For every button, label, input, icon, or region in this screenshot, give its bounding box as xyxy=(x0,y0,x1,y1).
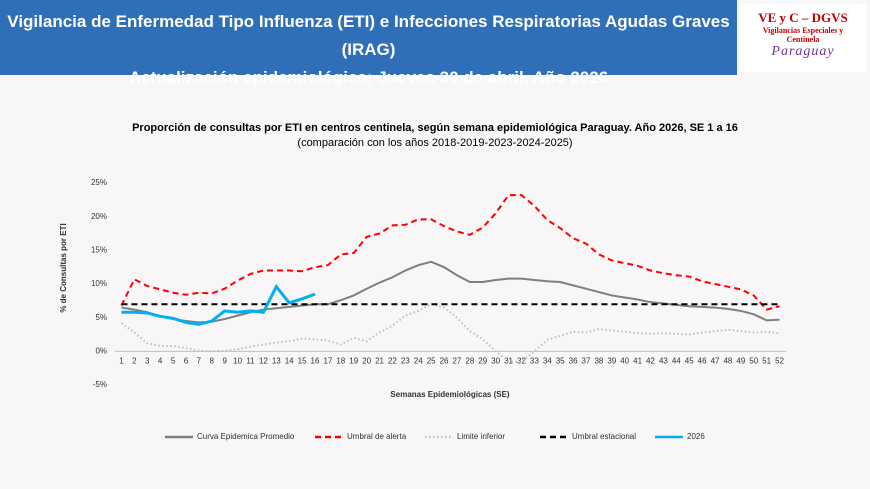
y-tick-label: -5% xyxy=(93,380,107,389)
logo-line: Centinela xyxy=(786,35,820,44)
x-tick-label: 14 xyxy=(285,356,294,365)
x-tick-label: 26 xyxy=(440,356,449,365)
x-tick-label: 13 xyxy=(272,356,281,365)
x-tick-label: 8 xyxy=(210,356,215,365)
x-tick-label: 29 xyxy=(478,356,487,365)
x-tick-label: 6 xyxy=(184,356,189,365)
legend-label: Umbral de alerta xyxy=(347,432,407,441)
x-tick-label: 44 xyxy=(672,356,681,365)
x-tick-label: 48 xyxy=(723,356,732,365)
x-tick-label: 17 xyxy=(323,356,332,365)
x-tick-label: 9 xyxy=(222,356,227,365)
x-tick-label: 37 xyxy=(582,356,591,365)
series-line xyxy=(120,194,780,311)
x-tick-label: 5 xyxy=(171,356,176,365)
x-tick-label: 11 xyxy=(246,356,255,365)
x-tick-label: 20 xyxy=(362,356,371,365)
x-tick-label: 27 xyxy=(452,356,461,365)
x-tick-label: 39 xyxy=(607,356,616,365)
legend-label: 2026 xyxy=(687,432,705,441)
x-tick-label: 42 xyxy=(646,356,655,365)
x-tick-label: 7 xyxy=(197,356,202,365)
series-line xyxy=(121,283,316,326)
x-axis-title: Semanas Epidemiológicas (SE) xyxy=(390,390,509,399)
logo-name: VE y C – DGVS xyxy=(758,10,848,25)
x-tick-label: 1 xyxy=(119,356,124,365)
y-tick-label: 0% xyxy=(95,346,107,355)
y-axis-title: % de Consultas por ETI xyxy=(59,223,68,312)
header-title: Vigilancia de Enfermedad Tipo Influenza … xyxy=(7,12,730,59)
x-tick-label: 12 xyxy=(259,356,268,365)
chart-title: Proporción de consultas por ETI en centr… xyxy=(132,122,738,134)
x-tick-label: 24 xyxy=(414,356,423,365)
x-tick-label: 50 xyxy=(749,356,758,365)
x-tick-label: 2 xyxy=(132,356,137,365)
x-tick-label: 33 xyxy=(530,356,539,365)
x-tick-label: 43 xyxy=(659,356,668,365)
y-tick-label: 15% xyxy=(91,245,107,254)
x-tick-label: 41 xyxy=(633,356,642,365)
x-tick-label: 23 xyxy=(401,356,410,365)
x-tick-label: 3 xyxy=(145,356,150,365)
legend-label: Curva Epidemica Promedio xyxy=(197,432,295,441)
x-tick-label: 34 xyxy=(543,356,552,365)
y-tick-label: 25% xyxy=(91,178,107,187)
x-tick-label: 36 xyxy=(569,356,578,365)
x-tick-label: 18 xyxy=(336,356,345,365)
x-tick-label: 21 xyxy=(375,356,384,365)
x-tick-label: 47 xyxy=(711,356,720,365)
x-tick-label: 45 xyxy=(685,356,694,365)
x-tick-label: 25 xyxy=(427,356,436,365)
x-tick-label: 22 xyxy=(388,356,397,365)
y-tick-label: 10% xyxy=(91,279,107,288)
legend-label: Umbral estacional xyxy=(572,432,636,441)
legend-label: Limite inferior xyxy=(457,432,505,441)
x-tick-label: 40 xyxy=(620,356,629,365)
logo: VE y C – DGVS Vigilancias Especiales y C… xyxy=(740,4,866,72)
series-line xyxy=(120,303,780,364)
x-tick-label: 19 xyxy=(349,356,358,365)
series-line xyxy=(121,260,780,324)
y-tick-label: 20% xyxy=(91,212,107,221)
y-tick-label: 5% xyxy=(95,313,107,322)
x-tick-label: 46 xyxy=(698,356,707,365)
x-tick-label: 32 xyxy=(517,356,526,365)
x-tick-label: 15 xyxy=(298,356,307,365)
x-tick-label: 35 xyxy=(556,356,565,365)
x-tick-label: 30 xyxy=(491,356,500,365)
x-tick-label: 51 xyxy=(762,356,771,365)
chart-subtitle: (comparación con los años 2018-2019-2023… xyxy=(297,137,572,149)
x-tick-label: 49 xyxy=(736,356,745,365)
x-tick-label: 10 xyxy=(233,356,242,365)
x-tick-label: 16 xyxy=(311,356,320,365)
x-tick-label: 28 xyxy=(465,356,474,365)
x-tick-label: 52 xyxy=(775,356,784,365)
x-tick-label: 4 xyxy=(158,356,163,365)
logo-country: Paraguay xyxy=(771,44,835,59)
x-tick-label: 38 xyxy=(594,356,603,365)
logo-line: Vigilancias Especiales y xyxy=(762,26,844,35)
header-subtitle: Actualización epidemiológica: Jueves 30 … xyxy=(128,68,609,87)
header: Vigilancia de Enfermedad Tipo Influenza … xyxy=(0,0,737,87)
